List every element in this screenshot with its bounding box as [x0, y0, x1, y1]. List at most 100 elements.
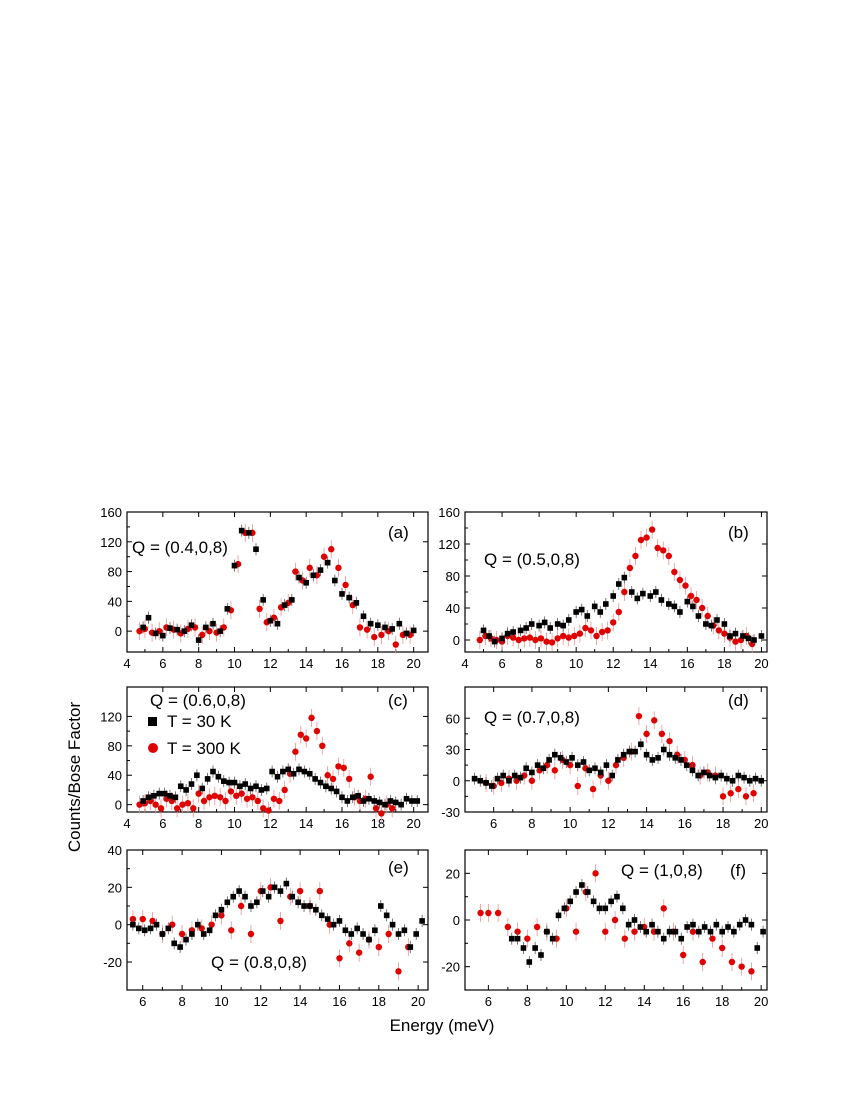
- point-30k: [745, 635, 752, 642]
- y-tick-label: 60: [446, 711, 460, 726]
- point-30k: [690, 921, 696, 928]
- point-30k: [746, 777, 753, 784]
- point-30k: [263, 785, 270, 792]
- y-tick-label: 0: [115, 798, 122, 813]
- point-300k: [698, 604, 706, 612]
- point-300k: [593, 632, 600, 640]
- point-300k: [385, 930, 392, 938]
- point-300k: [292, 748, 299, 755]
- point-300k: [515, 636, 522, 644]
- y-tick-label: 160: [438, 505, 460, 520]
- point-30k: [360, 931, 366, 937]
- point-300k: [554, 635, 561, 642]
- point-30k: [289, 893, 296, 900]
- point-30k: [355, 793, 361, 799]
- point-30k: [735, 772, 742, 779]
- point-300k: [621, 935, 628, 942]
- point-300k: [367, 773, 374, 780]
- point-300k: [265, 807, 272, 814]
- point-30k: [312, 776, 318, 782]
- point-30k: [159, 931, 166, 937]
- point-300k: [632, 552, 639, 560]
- x-tick-label: 14: [293, 994, 307, 1009]
- point-30k: [614, 893, 620, 900]
- point-30k: [130, 921, 136, 928]
- point-300k: [335, 564, 342, 572]
- point-30k: [672, 928, 679, 935]
- point-30k: [579, 882, 585, 888]
- point-300k: [139, 915, 146, 923]
- point-300k: [306, 564, 313, 572]
- x-tick-label: 10: [569, 656, 583, 671]
- point-30k: [267, 617, 274, 624]
- point-30k: [643, 751, 650, 758]
- point-300k: [477, 909, 484, 917]
- point-30k: [253, 783, 259, 790]
- point-300k: [200, 797, 208, 805]
- point-300k: [738, 963, 745, 970]
- point-30k: [678, 757, 684, 763]
- point-30k: [741, 774, 747, 781]
- y-tick-label: 0: [115, 624, 122, 639]
- y-tick-label: -30: [441, 805, 460, 820]
- x-tick-label: 14: [299, 816, 313, 831]
- point-30k: [649, 757, 656, 763]
- y-axis-title: Counts/Bose Factor: [65, 702, 84, 853]
- point-30k: [224, 899, 231, 906]
- x-tick-label: 16: [335, 656, 349, 671]
- point-30k: [727, 633, 733, 639]
- point-30k: [480, 627, 487, 634]
- point-30k: [167, 625, 173, 631]
- point-30k: [707, 928, 714, 935]
- y-tick-label: 120: [100, 709, 122, 724]
- point-30k: [554, 621, 561, 627]
- point-30k: [602, 905, 609, 912]
- point-300k: [676, 576, 684, 584]
- point-30k: [703, 621, 709, 627]
- point-300k: [345, 775, 353, 783]
- point-30k: [514, 935, 521, 942]
- point-300k: [718, 944, 726, 952]
- point-30k: [632, 748, 638, 755]
- x-tick-label: 6: [159, 656, 166, 671]
- point-300k: [216, 794, 224, 801]
- point-30k: [660, 746, 667, 753]
- point-300k: [611, 916, 619, 924]
- point-300k: [643, 534, 650, 541]
- point-300k: [721, 630, 728, 637]
- point-300k: [157, 805, 165, 812]
- panel-q-label: Q = (0.8,0,8): [211, 953, 307, 972]
- point-300k: [660, 905, 667, 912]
- x-tick-label: 8: [178, 994, 185, 1009]
- panel-d: 6 8 10 12 14 16 18 20 -30 0 30 60 Q = (0.7,0,8) (d): [441, 686, 769, 831]
- point-300k: [626, 564, 634, 572]
- point-30k: [382, 801, 388, 808]
- point-30k: [247, 785, 254, 792]
- point-30k: [628, 589, 635, 595]
- x-tick-label: 20: [754, 994, 768, 1009]
- point-300k: [598, 628, 606, 636]
- point-30k: [666, 928, 673, 935]
- x-tick-label: 6: [139, 994, 146, 1009]
- point-300k: [543, 638, 550, 645]
- point-30k: [172, 794, 179, 801]
- point-30k: [307, 903, 313, 909]
- x-tick-label: 4: [461, 656, 468, 671]
- x-tick-label: 10: [559, 994, 573, 1009]
- point-30k: [471, 775, 478, 782]
- point-30k: [371, 798, 378, 804]
- point-30k: [409, 798, 415, 804]
- point-30k: [719, 928, 725, 935]
- point-30k: [377, 903, 384, 909]
- panel-f: 6 8 10 12 14 16 18 20 -20 0 20 Q = (1,0,8) (f): [441, 849, 768, 1009]
- point-300k: [637, 536, 645, 544]
- point-30k: [136, 925, 142, 932]
- point-30k: [224, 606, 231, 612]
- point-30k: [511, 772, 518, 779]
- point-30k: [259, 888, 266, 894]
- x-tick-label: 6: [159, 816, 166, 831]
- point-30k: [666, 601, 672, 607]
- point-30k: [317, 779, 324, 786]
- point-30k: [269, 768, 275, 775]
- point-30k: [177, 783, 184, 790]
